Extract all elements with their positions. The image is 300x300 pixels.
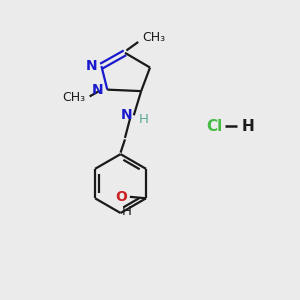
Text: N: N — [121, 108, 132, 122]
Text: N: N — [86, 59, 98, 73]
Text: CH₃: CH₃ — [142, 31, 166, 44]
Text: O: O — [115, 190, 127, 204]
Text: N: N — [92, 82, 103, 97]
Text: H: H — [139, 112, 149, 126]
Text: CH₃: CH₃ — [62, 92, 85, 104]
Text: H: H — [122, 205, 131, 218]
Text: H: H — [242, 119, 255, 134]
Text: Cl: Cl — [207, 119, 223, 134]
